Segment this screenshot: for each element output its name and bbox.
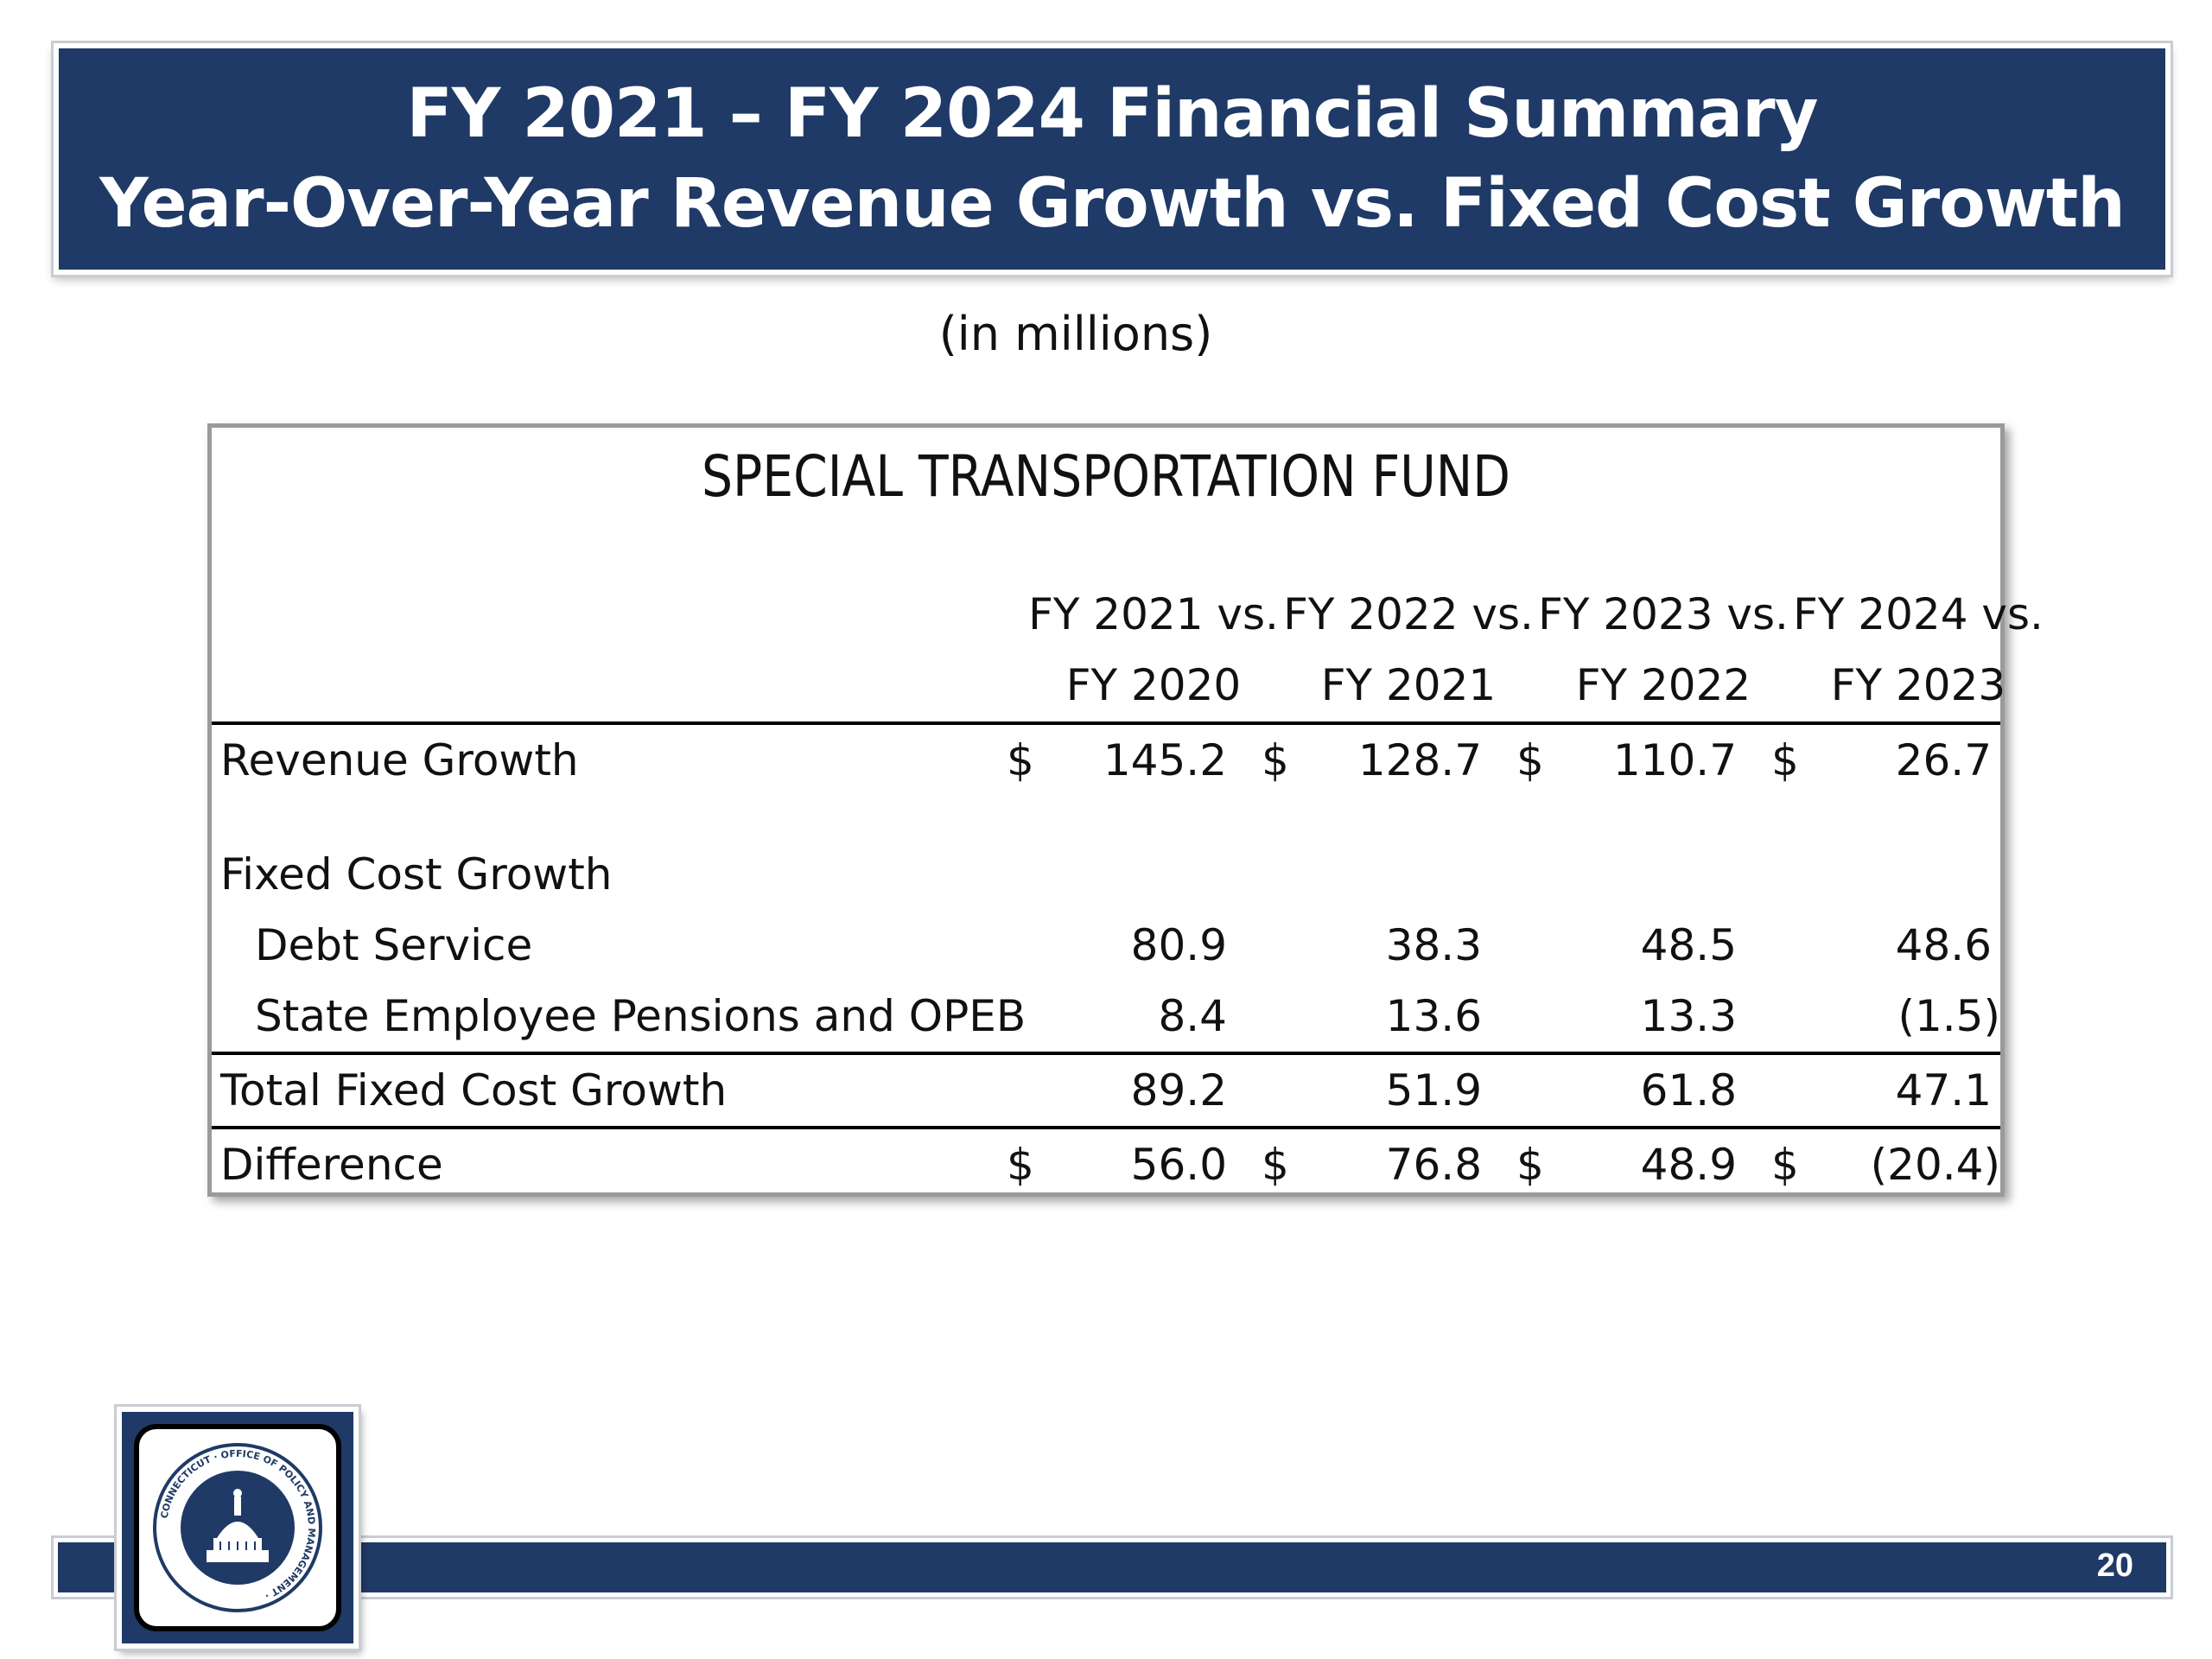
title-line-2: Year-Over-Year Revenue Growth vs. Fixed … bbox=[99, 165, 2125, 243]
table-row-pensions-opeb: State Employee Pensions and OPEB 8.4 13.… bbox=[212, 981, 2000, 1052]
cell-value: 48.5 bbox=[1640, 920, 1737, 970]
column-header-2: FY 2022 vs. FY 2021 bbox=[1283, 579, 1534, 721]
cell-value: 48.9 bbox=[1640, 1140, 1737, 1190]
title-banner: FY 2021 – FY 2024 Financial Summary Year… bbox=[54, 43, 2171, 275]
row-label: Fixed Cost Growth bbox=[220, 849, 613, 899]
cell-value: 80.9 bbox=[1130, 920, 1227, 970]
table-row-revenue-growth: Revenue Growth $ 145.2 $ 128.7 $ 110.7 $… bbox=[212, 725, 2000, 796]
table-row-fixed-cost-heading: Fixed Cost Growth bbox=[212, 839, 2000, 910]
row-label: Total Fixed Cost Growth bbox=[220, 1065, 728, 1116]
table-header: FY 2021 vs. FY 2020 FY 2022 vs. FY 2021 … bbox=[212, 579, 2044, 725]
cell-value: 51.9 bbox=[1385, 1065, 1482, 1116]
column-header-4-line2: FY 2023 bbox=[1830, 660, 2006, 710]
dollar-sign: $ bbox=[1771, 1140, 1799, 1190]
cell-value: 89.2 bbox=[1130, 1065, 1227, 1116]
title-line-1: FY 2021 – FY 2024 Financial Summary bbox=[406, 75, 1819, 153]
column-header-3: FY 2023 vs. FY 2022 bbox=[1538, 579, 1789, 721]
cell-value: 76.8 bbox=[1385, 1140, 1482, 1190]
cell-value: 38.3 bbox=[1385, 920, 1482, 970]
row-label: Revenue Growth bbox=[220, 735, 579, 785]
column-header-2-line2: FY 2021 bbox=[1320, 660, 1497, 710]
table-row-debt-service: Debt Service 80.9 38.3 48.5 48.6 bbox=[212, 910, 2000, 981]
table-row-difference: Difference $ 56.0 $ 76.8 $ 48.9 $ (20.4) bbox=[212, 1126, 2000, 1200]
cell-value: (1.5) bbox=[1897, 991, 2000, 1041]
dollar-sign: $ bbox=[1771, 735, 1799, 785]
cell-value: 47.1 bbox=[1895, 1065, 1992, 1116]
dollar-sign: $ bbox=[1516, 735, 1544, 785]
dollar-sign: $ bbox=[1007, 1140, 1034, 1190]
table-row-total-fixed-cost: Total Fixed Cost Growth 89.2 51.9 61.8 4… bbox=[212, 1052, 2000, 1126]
column-header-3-line2: FY 2022 bbox=[1575, 660, 1751, 710]
financial-table: FY 2021 vs. FY 2020 FY 2022 vs. FY 2021 … bbox=[212, 579, 2044, 1200]
cell-value: 48.6 bbox=[1895, 920, 1992, 970]
cell-value: 61.8 bbox=[1640, 1065, 1737, 1116]
cell-value: 13.6 bbox=[1385, 991, 1482, 1041]
dollar-sign: $ bbox=[1262, 1140, 1289, 1190]
cell-value: 110.7 bbox=[1612, 735, 1737, 785]
cell-value: 128.7 bbox=[1357, 735, 1482, 785]
dollar-sign: $ bbox=[1262, 735, 1289, 785]
fund-title: SPECIAL TRANSPORTATION FUND bbox=[702, 443, 1510, 510]
capitol-seal-icon: CONNECTICUT · OFFICE OF POLICY AND MANAG… bbox=[153, 1443, 322, 1612]
units-note: (in millions) bbox=[938, 307, 1213, 361]
dollar-sign: $ bbox=[1516, 1140, 1544, 1190]
dollar-sign: $ bbox=[1007, 735, 1034, 785]
column-header-4-line1: FY 2024 vs. bbox=[1793, 589, 2044, 639]
footer-bar: 20 bbox=[54, 1538, 2171, 1597]
opm-logo: CONNECTICUT · OFFICE OF POLICY AND MANAG… bbox=[117, 1407, 359, 1649]
cell-value: 13.3 bbox=[1640, 991, 1737, 1041]
column-header-4: FY 2024 vs. FY 2023 bbox=[1793, 579, 2044, 721]
cell-value: 26.7 bbox=[1895, 735, 1992, 785]
row-label: Difference bbox=[220, 1140, 443, 1190]
column-header-2-line1: FY 2022 vs. bbox=[1283, 589, 1534, 639]
cell-value: 8.4 bbox=[1158, 991, 1227, 1041]
cell-value: (20.4) bbox=[1870, 1140, 2000, 1190]
cell-value: 56.0 bbox=[1130, 1140, 1227, 1190]
column-header-1: FY 2021 vs. FY 2020 bbox=[1028, 579, 1279, 721]
fund-table-card: SPECIAL TRANSPORTATION FUND FY 2021 vs. … bbox=[207, 423, 2044, 1200]
column-header-3-line1: FY 2023 vs. bbox=[1538, 589, 1789, 639]
row-label: Debt Service bbox=[255, 920, 533, 970]
row-label: State Employee Pensions and OPEB bbox=[255, 991, 1027, 1041]
cell-value: 145.2 bbox=[1103, 735, 1227, 785]
opm-logo-frame: CONNECTICUT · OFFICE OF POLICY AND MANAG… bbox=[134, 1424, 341, 1631]
page-number: 20 bbox=[2096, 1548, 2133, 1584]
column-header-1-line1: FY 2021 vs. bbox=[1028, 589, 1279, 639]
column-header-1-line2: FY 2020 bbox=[1065, 660, 1242, 710]
